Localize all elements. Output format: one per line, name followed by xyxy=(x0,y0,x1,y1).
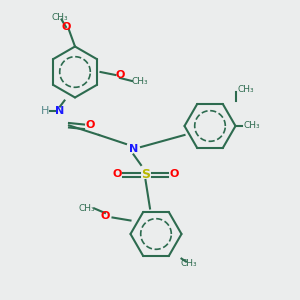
Text: O: O xyxy=(169,169,179,179)
Text: CH₃: CH₃ xyxy=(131,76,148,85)
Text: N: N xyxy=(129,143,138,154)
Text: CH₃: CH₃ xyxy=(79,204,95,213)
Text: CH₃: CH₃ xyxy=(237,85,253,94)
Text: CH₃: CH₃ xyxy=(52,14,68,22)
Text: O: O xyxy=(85,119,95,130)
Text: O: O xyxy=(61,22,71,32)
Text: H: H xyxy=(41,106,49,116)
Text: O: O xyxy=(112,169,122,179)
Text: O: O xyxy=(115,70,125,80)
Text: O: O xyxy=(100,211,110,221)
Text: S: S xyxy=(141,167,150,181)
Text: CH₃: CH₃ xyxy=(181,260,197,268)
Text: CH₃: CH₃ xyxy=(243,122,260,130)
Text: N: N xyxy=(56,106,64,116)
